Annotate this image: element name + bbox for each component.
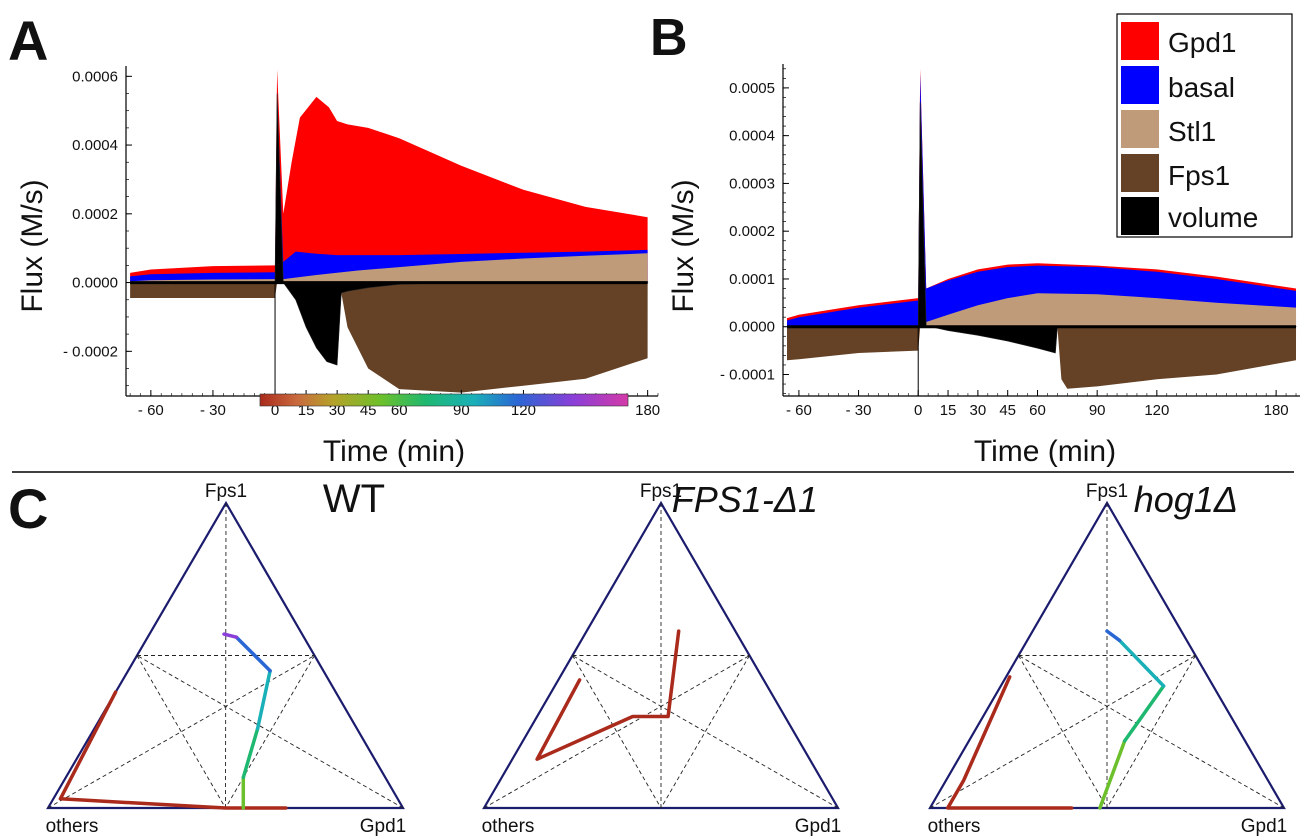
panel-b-x-tick-label: 45 xyxy=(999,402,1016,419)
panel-c-wt-trajectory-late-segment xyxy=(222,632,239,639)
panel-a-x-tick-label: - 30 xyxy=(200,402,226,419)
panel-c-hog1d-guide-line xyxy=(1106,655,1196,809)
panel-c-letter: C xyxy=(8,477,48,540)
panel-c-wt-vertex-label-gpd1: Gpd1 xyxy=(360,816,406,837)
legend: Gpd1 basal Stl1 Fps1 volume xyxy=(1116,13,1293,238)
panel-c-fps1-d1-vertex-label-others: others xyxy=(482,816,535,837)
panel-c-wt-guide-line xyxy=(136,655,404,809)
panel-b-x-tick-label: 15 xyxy=(940,402,957,419)
panel-b-x-tick-label: 120 xyxy=(1144,402,1169,419)
panel-c-wt-title: WT xyxy=(323,477,385,521)
panel-a-y-tick-label: 0.0000 xyxy=(72,275,118,292)
panel-b-y-tick-label: 0.0004 xyxy=(729,128,775,145)
legend-label-fps1: Fps1 xyxy=(1168,160,1230,191)
panel-a-y-tick-label: 0.0006 xyxy=(72,68,118,85)
legend-label-volume: volume xyxy=(1168,202,1258,233)
panel-b-x-tick-label: - 60 xyxy=(786,402,812,419)
panel-c-wt-guide-line xyxy=(225,502,227,809)
panel-c-wt-trajectory-late-segment xyxy=(234,635,272,673)
panel-c-hog1d-trajectory-late-segment xyxy=(1117,638,1166,688)
panel-c-hog1d-guide-line xyxy=(929,655,1196,809)
panel-b-x-tick-label: 180 xyxy=(1264,402,1289,419)
panel-a-ylabel: Flux (M/s) xyxy=(16,179,49,312)
panel-b: B 0.0005 0.0004 0.0003 0.0002 0.0001 0.0000 - … xyxy=(650,9,1300,468)
legend-swatch-fps1 xyxy=(1121,154,1159,192)
panel-b-y-tick-label: 0.0002 xyxy=(729,223,775,240)
legend-swatch-basal xyxy=(1121,66,1159,104)
legend-swatch-volume xyxy=(1121,197,1159,235)
panel-c-wt-vertex-label-others: others xyxy=(46,816,99,837)
panel-c-hog1d-vertex-label-gpd1: Gpd1 xyxy=(1241,816,1287,837)
panel-b-area-stl1 xyxy=(786,107,1297,327)
panel-b-y-tick-label: 0.0001 xyxy=(729,271,775,288)
panel-a-x-tick-label: - 60 xyxy=(138,402,164,419)
panel-a-area-fps1 xyxy=(130,282,648,393)
panel-c-fps1-d1-guide-line xyxy=(660,655,750,809)
panel-a-y-tick-label: 0.0002 xyxy=(72,206,118,223)
panel-c-wt-trajectory-late-segment xyxy=(255,669,272,731)
panel-c-hog1d-title: hog1Δ xyxy=(1134,479,1238,520)
panel-a-letter: A xyxy=(8,9,48,72)
panel-b-xlabel: Time (min) xyxy=(974,435,1116,468)
panel-c-hog1d-guide-line xyxy=(1018,655,1108,809)
legend-swatch-gpd1 xyxy=(1121,22,1159,60)
panel-b-axes: 0.0005 0.0004 0.0003 0.0002 0.0001 0.0000 - 0.… xyxy=(720,64,1300,419)
panel-b-stacked-areas xyxy=(786,68,1297,396)
panel-c-fps1-d1: Fps1 others Gpd1 FPS1-Δ1 xyxy=(482,479,842,837)
panel-c-hog1d-trajectory-late-segment xyxy=(1122,684,1166,743)
panel-a-area-stl1 xyxy=(130,110,648,283)
legend-label-gpd1: Gpd1 xyxy=(1168,27,1237,58)
panel-a-y-tick-label: 0.0004 xyxy=(72,137,118,154)
panel-c-fps1-d1-vertex-label-fps1: Fps1 xyxy=(640,481,682,502)
panel-c-hog1d-vertex-label-fps1: Fps1 xyxy=(1086,481,1128,502)
panel-b-ylabel: Flux (M/s) xyxy=(667,179,700,312)
panel-b-x-tick-label: 30 xyxy=(970,402,987,419)
panel-b-y-tick-label: 0.0003 xyxy=(729,175,775,192)
panel-b-area-basal xyxy=(786,73,1297,327)
panel-c-fps1-d1-guide-line xyxy=(572,655,662,809)
panel-b-y-tick-label: - 0.0001 xyxy=(720,367,775,384)
panel-c-hog1d-guide-line xyxy=(1018,655,1285,809)
panel-c-hog1d-trajectory-late-segment xyxy=(1098,739,1127,810)
panel-a: A 0.0006 0.0004 0.0002 0.0000 - 0.0002 - 60 - … xyxy=(8,9,660,468)
panel-c-wt-trajectory-early xyxy=(58,690,288,810)
panel-c-wt-trajectory-late-segment xyxy=(241,726,260,780)
panel-c-wt-guide-line xyxy=(136,655,226,809)
legend-label-stl1: Stl1 xyxy=(1168,116,1216,147)
panel-c-hog1d: Fps1 others Gpd1 hog1Δ xyxy=(928,479,1288,837)
panel-c-fps1-d1-trajectory-early xyxy=(535,629,681,761)
panel-c-fps1-d1-guide-line xyxy=(572,655,839,809)
panel-b-x-tick-label: 0 xyxy=(914,402,922,419)
panel-c-fps1-d1-title: FPS1-Δ1 xyxy=(672,479,818,520)
legend-label-basal: basal xyxy=(1168,72,1235,103)
panel-a-colorbar xyxy=(259,393,629,407)
panel-b-x-tick-label: 60 xyxy=(1029,402,1046,419)
panel-c-wt-guide-line xyxy=(47,655,315,809)
panel-b-y-tick-label: 0.0000 xyxy=(729,319,775,336)
panel-a-stacked-areas xyxy=(129,69,649,396)
panel-b-x-tick-label: 90 xyxy=(1089,402,1106,419)
panel-a-y-tick-label: - 0.0002 xyxy=(63,343,118,360)
panel-b-letter: B xyxy=(650,9,688,67)
panel-a-x-tick-label: 0 xyxy=(271,402,279,419)
panel-a-area-gpd1 xyxy=(130,69,648,283)
panel-c-fps1-d1-vertex-label-gpd1: Gpd1 xyxy=(795,816,841,837)
panel-c-hog1d-trajectory-late-segment xyxy=(1105,629,1122,643)
panel-c-wt-vertex-label-fps1: Fps1 xyxy=(205,481,247,502)
panel-c-fps1-d1-guide-line xyxy=(483,655,750,809)
panel-a-xlabel: Time (min) xyxy=(323,435,465,468)
panel-b-area-fps1 xyxy=(786,326,1297,389)
legend-swatch-stl1 xyxy=(1121,110,1159,148)
panel-b-y-tick-label: 0.0005 xyxy=(729,80,775,97)
panel-b-x-tick-label: - 30 xyxy=(846,402,872,419)
panel-c-wt-guide-line xyxy=(225,655,315,809)
panel-c-hog1d-vertex-label-others: others xyxy=(928,816,981,837)
panel-a-x-tick-label: 180 xyxy=(635,402,660,419)
panel-c-wt: Fps1 others Gpd1 WT xyxy=(46,477,407,837)
panel-c-hog1d-trajectory-early xyxy=(945,675,1074,810)
